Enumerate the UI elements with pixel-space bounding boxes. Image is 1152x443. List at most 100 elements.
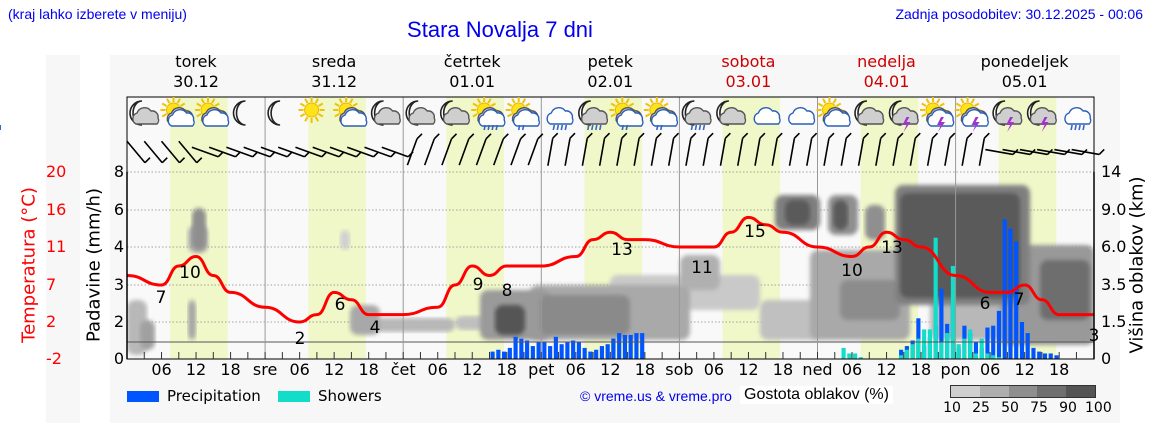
hour-tick-label: 18	[910, 360, 932, 379]
cloud-density-title: Gostota oblakov (%)	[740, 386, 893, 404]
temp-label: 7	[156, 288, 167, 308]
cloud-density-scale	[950, 385, 1096, 398]
day-header-5: nedelja 04.01	[818, 52, 956, 92]
density-tick: 50	[1001, 400, 1019, 416]
wind-barb-icon	[892, 132, 904, 166]
wind-barb-icon	[441, 133, 458, 166]
day-date: 03.01	[725, 72, 772, 91]
temp-label: 10	[841, 261, 863, 281]
day-name: sreda	[311, 52, 357, 71]
cloud-height-tick: 1.5	[1101, 312, 1127, 331]
cloud-height-axis-title: Višina oblakov (km)	[1126, 176, 1148, 354]
day-header-3: petek 02.01	[541, 52, 679, 92]
temp-label: 6	[335, 295, 346, 315]
hour-ticks	[143, 352, 1077, 359]
temp-tick: 20	[46, 162, 67, 181]
wind-barb-icon	[754, 132, 766, 166]
hour-tick-label: 18	[634, 360, 656, 379]
moon-cloud-icon	[370, 100, 401, 126]
moon-cloud-icon	[716, 100, 747, 126]
wind-barb-icon	[944, 132, 956, 166]
temp-label: 2	[295, 329, 306, 349]
day-header-0: torek 30.12	[127, 52, 265, 92]
day-date: 30.12	[173, 72, 219, 91]
sun-cloud-icon	[333, 97, 368, 127]
wind-barb-icon	[510, 133, 527, 166]
temp-tick: 2	[46, 312, 57, 331]
wind-barb-icon	[423, 133, 440, 166]
wind-barb-icon	[667, 132, 680, 166]
wind-barb-icon	[736, 132, 749, 166]
precip-tick: 3	[113, 275, 124, 294]
legend-showers-label: Showers	[318, 387, 382, 405]
day-name: sobota	[721, 52, 776, 71]
precip-tick: 0	[113, 349, 124, 368]
hour-tick-label: čet	[390, 360, 416, 379]
sun-cloud-thunder-icon	[954, 97, 989, 132]
wind-barb-icon	[771, 132, 783, 166]
wind-barb-icon	[406, 133, 423, 166]
temp-label: 4	[370, 318, 381, 338]
moon-cloud-icon	[854, 100, 885, 126]
day-separators	[264, 97, 957, 359]
wind-barb-icon	[564, 132, 576, 166]
moon-icon	[232, 100, 246, 126]
sun-icon	[298, 97, 325, 123]
day-header-2: četrtek 01.01	[403, 52, 541, 92]
legend-precipitation: Precipitation	[127, 387, 261, 405]
moon-cloud-icon	[129, 100, 160, 126]
copyright-link[interactable]: © vreme.us & vreme.pro	[580, 388, 732, 404]
wind-barb-icon	[685, 132, 697, 166]
sun-cloud-icon	[160, 97, 195, 127]
precip-tick: 8	[113, 162, 124, 181]
cloud-density	[127, 185, 1094, 355]
hour-tick-label: 06	[289, 360, 310, 379]
cloud-height-tick: 14	[1101, 162, 1122, 181]
moon-cloud-thunder-icon	[1026, 100, 1057, 132]
last-update: Zadnja posodobitev: 30.12.2025 - 00:06	[895, 6, 1143, 22]
hour-tick-label: 06	[979, 360, 1001, 379]
sun-cloud-icon	[195, 97, 230, 127]
wind-barb-icon	[1071, 148, 1105, 156]
page-title: Stara Novalja 7 dni	[407, 17, 593, 42]
wind-barb-icon	[547, 132, 559, 166]
density-tick: 90	[1059, 400, 1077, 416]
precip-axis-title: Padavine (mm/h)	[83, 188, 105, 342]
day-date: 31.12	[311, 72, 357, 91]
sun-cloud-rain-light-icon	[505, 97, 540, 131]
temp-label: 13	[611, 240, 633, 260]
wind-barb-icon	[788, 132, 800, 166]
wind-barb-icon	[857, 132, 870, 166]
legend-showers: Showers	[278, 387, 382, 405]
moon-cloud-icon	[439, 100, 470, 126]
temperature-line	[126, 215, 1094, 324]
legend-precipitation-label: Precipitation	[167, 387, 261, 405]
wind-barb-icon	[458, 133, 475, 166]
hour-tick-label: 12	[738, 360, 759, 379]
day-name: četrtek	[443, 52, 501, 71]
weather-icons	[0, 97, 1092, 132]
wind-barb-icon	[126, 140, 151, 164]
hour-tick-label: ned	[802, 360, 833, 379]
wind-barb-icon	[633, 132, 645, 166]
precipitation-bars	[490, 219, 1059, 359]
cloud-icon	[788, 107, 816, 125]
day-header-6: ponedeljek 05.01	[956, 52, 1094, 92]
day-date: 02.01	[587, 72, 634, 91]
sun-cloud-icon	[816, 97, 851, 127]
region-menu-hint[interactable]: (kraj lahko izberete v meniju)	[8, 6, 187, 22]
sun-cloud-rain-icon	[471, 97, 506, 131]
sun-cloud-rain-light-icon	[643, 97, 679, 131]
wind-barb-icon	[823, 132, 835, 166]
hour-tick-label: 12	[1014, 360, 1035, 379]
hour-tick-label: 06	[427, 360, 448, 379]
wind-barb-icon	[806, 132, 818, 166]
precipitation-swatch	[127, 390, 159, 402]
wind-barb-icon	[527, 133, 544, 166]
cloud-height-tick: 6.0	[1101, 237, 1127, 256]
hour-tick-label: 12	[600, 360, 621, 379]
temp-label: 13	[881, 238, 903, 258]
wind-barb-icon	[475, 133, 492, 166]
hour-tick-label: 18	[358, 360, 379, 379]
temp-axis-panel	[46, 55, 80, 423]
